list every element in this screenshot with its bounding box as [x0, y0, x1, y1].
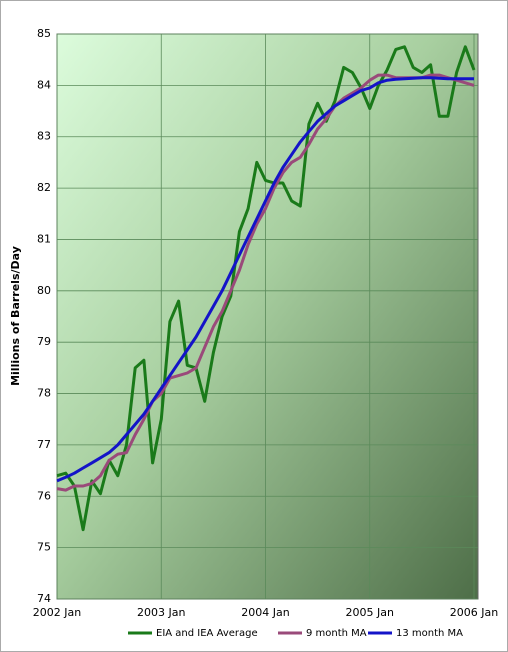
- y-tick-label: 78: [37, 387, 51, 400]
- y-tick-label: 77: [37, 438, 51, 451]
- y-tick-label: 76: [37, 489, 51, 502]
- y-tick-label: 79: [37, 335, 51, 348]
- y-tick-label: 85: [37, 27, 51, 40]
- plot-area: [56, 33, 479, 600]
- x-tick-label: 2003 Jan: [137, 606, 185, 619]
- legend-label: EIA and IEA Average: [156, 628, 258, 639]
- y-tick-label: 83: [37, 130, 51, 143]
- y-axis-label: Millions of Barrels/Day: [9, 246, 22, 386]
- series-line: [56, 76, 474, 483]
- y-tick-label: 84: [37, 78, 51, 91]
- x-tick-label: 2002 Jan: [33, 606, 81, 619]
- x-tick-label: 2006 Jan: [450, 606, 498, 619]
- y-tick-label: 82: [37, 181, 51, 194]
- legend-label: 13 month MA: [396, 628, 463, 639]
- y-tick-label: 74: [37, 592, 51, 605]
- y-tick-label: 81: [37, 232, 51, 245]
- y-tick-label: 75: [37, 541, 51, 554]
- y-tick-label: 80: [37, 284, 51, 297]
- x-tick-label: 2005 Jan: [346, 606, 394, 619]
- x-tick-label: 2004 Jan: [241, 606, 289, 619]
- series-line: [56, 45, 476, 532]
- legend-label: 9 month MA: [306, 628, 367, 639]
